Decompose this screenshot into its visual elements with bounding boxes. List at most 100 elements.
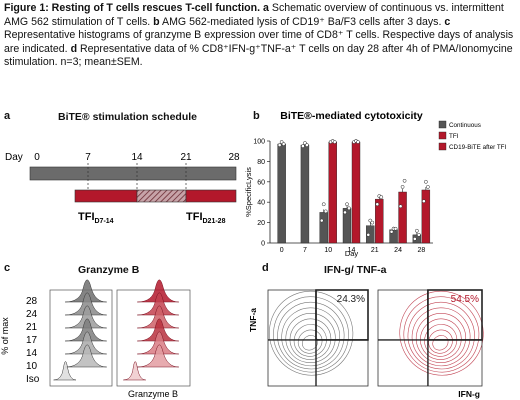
caption-d-text: Representative data of % CD8⁺IFN-g⁺TNF-a… [4, 42, 513, 69]
caption-title: Figure 1: Resting of T cells rescues T-c… [4, 2, 261, 14]
data-point [366, 232, 371, 237]
contour-ring [403, 296, 480, 373]
data-point [417, 232, 421, 237]
figure-caption: Figure 1: Resting of T cells rescues T-c… [4, 2, 516, 70]
quadrant-gate-box [315, 289, 369, 341]
contour-ring [297, 329, 323, 354]
y-tick-label: 80 [257, 159, 265, 166]
day-tick-0: 0 [34, 152, 40, 163]
y-tick-label: 40 [257, 200, 265, 207]
x-axis-label: Day [345, 249, 359, 258]
data-point [281, 142, 286, 146]
caption-a-text: Schematic overview of continuous vs. int… [4, 2, 504, 28]
svg-text:TFID21-28: TFID21-28 [186, 211, 226, 225]
contour-y-label: TNF-a [250, 308, 258, 332]
histogram-frame [49, 289, 113, 387]
bar [300, 144, 310, 244]
histogram-curve [65, 331, 107, 355]
data-point [389, 229, 394, 234]
histogram-curve [137, 292, 179, 316]
granzyme-histograms: % of max Granzyme B 28 24 21 17 14 10 Iso [0, 279, 191, 399]
data-point [321, 202, 326, 207]
x-tick-label: 0 [280, 247, 284, 254]
data-point [413, 237, 417, 241]
y-axis-label: %SpecificLysis [244, 167, 253, 217]
data-point [424, 179, 428, 184]
contour-ring [428, 329, 453, 354]
legend-swatch [438, 120, 447, 129]
histogram-curve [137, 279, 179, 303]
data-point [332, 140, 337, 144]
contour-ring [411, 307, 471, 367]
caption-b-letter: b [153, 15, 160, 28]
contour-plot-right [399, 290, 484, 376]
x-tick-label: 24 [394, 247, 402, 254]
histogram-curve [65, 279, 107, 303]
contour-plot-left [269, 290, 354, 376]
data-point [426, 185, 430, 189]
data-point [393, 226, 398, 231]
data-point [398, 204, 403, 209]
histogram-curve [137, 305, 179, 329]
tfi2-label: TFI [186, 211, 203, 223]
histogram-row-label: 28 [26, 296, 38, 307]
quadrant-percentage: 24.3% [337, 294, 365, 305]
data-point [379, 195, 384, 199]
bar [342, 208, 352, 244]
tfi2-sub: D21-28 [203, 218, 226, 225]
y-tick-label: 100 [253, 139, 265, 146]
contour-ring [420, 318, 462, 360]
bar [421, 189, 431, 244]
day-tick-21: 21 [180, 152, 192, 163]
legend-label: CD19-BiTE after TFI [449, 144, 507, 151]
chart-title: BiTE®-mediated cytotoxicity [280, 110, 423, 122]
data-point [345, 202, 349, 207]
caption-c-letter: c [444, 15, 451, 28]
contour-ring [277, 301, 345, 370]
histogram-x-label: Granzyme B [128, 389, 178, 399]
histogram-y-label: % of max [0, 317, 10, 355]
day-tick-28: 28 [228, 152, 240, 163]
contour-ring [293, 324, 327, 357]
quadrant-gate-box [427, 289, 483, 341]
histogram-row-label: 10 [26, 361, 38, 372]
histogram-curve [53, 361, 77, 381]
svg-text:TFID7-14: TFID7-14 [78, 211, 114, 225]
data-point [422, 199, 426, 204]
panel-d-title: IFN-g/ TNF-a [324, 264, 387, 276]
day-tick-14: 14 [131, 152, 143, 163]
quadrant-percentage: 54.5% [451, 294, 479, 305]
histogram-row-label: Iso [26, 374, 40, 385]
ifng-tnfa-contour-plots: TNF-a IFN-g 24.3% 54.5% [250, 289, 484, 399]
x-tick-label: 14 [348, 247, 356, 254]
x-tick-label: 28 [417, 247, 425, 254]
data-point [370, 220, 375, 225]
bar [319, 212, 328, 244]
contour-ring [285, 313, 336, 363]
contour-ring [432, 335, 449, 351]
legend-swatch [438, 131, 447, 140]
data-point [402, 178, 407, 183]
histogram-curve [65, 292, 107, 316]
data-point [415, 228, 419, 233]
bar [277, 143, 286, 244]
caption-a-letter: a [263, 2, 269, 14]
contour-ring [407, 301, 475, 370]
bar [398, 191, 407, 244]
stimulation-hatched-bar [136, 189, 187, 203]
y-tick-label: 20 [257, 220, 265, 227]
contour-ring [281, 307, 340, 367]
contour-ring [289, 318, 332, 360]
tfi1-sub: D7-14 [95, 218, 114, 225]
bar [328, 141, 337, 244]
tfi1-label: TFI [78, 211, 95, 223]
histogram-curve [137, 318, 179, 342]
data-point [343, 210, 347, 215]
contour-x-label: IFN-g [458, 389, 480, 399]
data-point [400, 185, 405, 189]
histogram-row-label: 24 [26, 309, 38, 320]
contour-ring [269, 290, 354, 376]
data-point [347, 206, 351, 211]
bar [351, 141, 361, 244]
x-tick-label: 7 [303, 247, 307, 254]
